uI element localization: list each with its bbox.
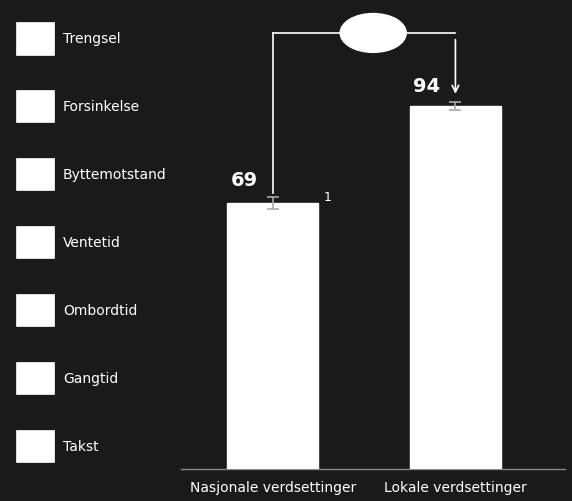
Text: 69: 69 — [231, 171, 258, 190]
Text: Forsinkelse: Forsinkelse — [63, 100, 140, 114]
Bar — [15, 362, 54, 394]
Text: 1: 1 — [324, 191, 332, 204]
Bar — [15, 23, 54, 56]
Bar — [15, 430, 54, 462]
Text: 94: 94 — [414, 77, 440, 96]
Bar — [15, 226, 54, 259]
Bar — [410, 107, 501, 469]
Text: Gangtid: Gangtid — [63, 371, 118, 385]
Text: Byttemotstand: Byttemotstand — [63, 168, 166, 182]
Bar — [15, 159, 54, 191]
Ellipse shape — [340, 15, 406, 53]
Text: Ventetid: Ventetid — [63, 235, 121, 249]
Text: Ombordtid: Ombordtid — [63, 304, 137, 317]
Bar — [15, 91, 54, 123]
Bar — [227, 203, 319, 469]
Bar — [15, 294, 54, 327]
Text: Trengsel: Trengsel — [63, 32, 120, 46]
Text: Takst: Takst — [63, 439, 98, 453]
